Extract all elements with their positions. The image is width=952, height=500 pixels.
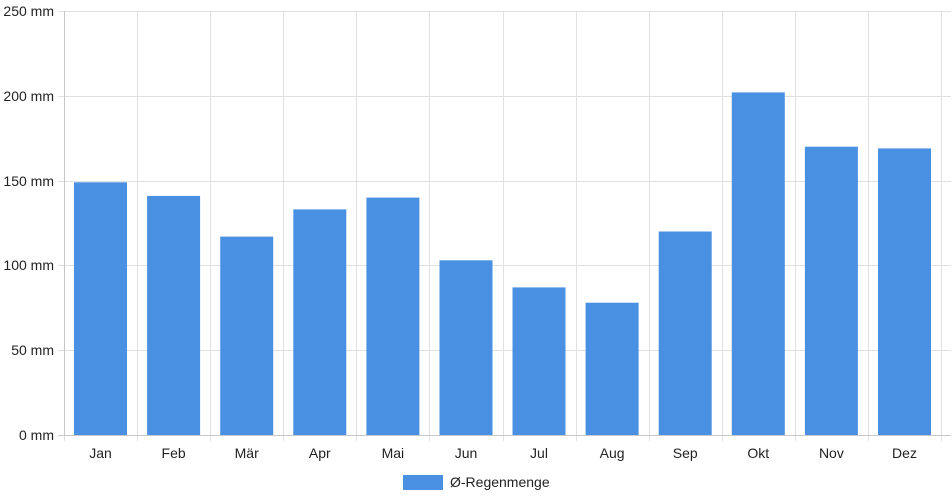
bar-mär[interactable]	[220, 236, 274, 435]
y-tick-label: 150 mm	[3, 173, 54, 189]
bar-jun[interactable]	[439, 260, 493, 435]
bar-aug[interactable]	[585, 302, 639, 435]
y-tick-label: 50 mm	[11, 342, 54, 358]
legend-swatch	[403, 475, 443, 490]
x-tick-label: Jan	[89, 445, 112, 461]
bar-jul[interactable]	[512, 287, 566, 435]
x-tick-label: Okt	[747, 445, 769, 461]
bar-jan[interactable]	[74, 182, 127, 435]
legend-label: Ø-Regenmenge	[450, 474, 550, 490]
legend[interactable]: Ø-Regenmenge	[403, 474, 550, 490]
bar-nov[interactable]	[804, 146, 858, 435]
x-tick-label: Sep	[673, 445, 698, 461]
y-tick-label: 200 mm	[3, 88, 54, 104]
y-axis: 0 mm 50 mm 100 mm 150 mm 200 mm 250 mm	[3, 3, 65, 443]
x-axis: Jan Feb Mär Apr Mai Jun Jul Aug Sep Okt Nov Dez	[58, 435, 951, 461]
x-tick-label: Feb	[162, 445, 186, 461]
x-tick-label: Nov	[819, 445, 844, 461]
y-tick-label: 250 mm	[3, 3, 54, 19]
x-tick-label: Jun	[455, 445, 478, 461]
bar-feb[interactable]	[147, 195, 201, 435]
x-tick-label: Jul	[530, 445, 548, 461]
bar-sep[interactable]	[658, 231, 712, 436]
x-tick-label: Apr	[309, 445, 331, 461]
x-tick-label: Mai	[382, 445, 405, 461]
y-tick-label: 100 mm	[3, 257, 54, 273]
grid	[58, 11, 951, 441]
x-tick-label: Mär	[235, 445, 259, 461]
bar-okt[interactable]	[731, 92, 785, 436]
bar-mai[interactable]	[366, 197, 420, 435]
x-tick-label: Aug	[600, 445, 625, 461]
bar-apr[interactable]	[293, 209, 347, 435]
y-tick-label: 0 mm	[19, 427, 54, 443]
x-tick-label: Dez	[892, 445, 917, 461]
bars	[74, 92, 931, 436]
bar-dez[interactable]	[878, 148, 931, 435]
